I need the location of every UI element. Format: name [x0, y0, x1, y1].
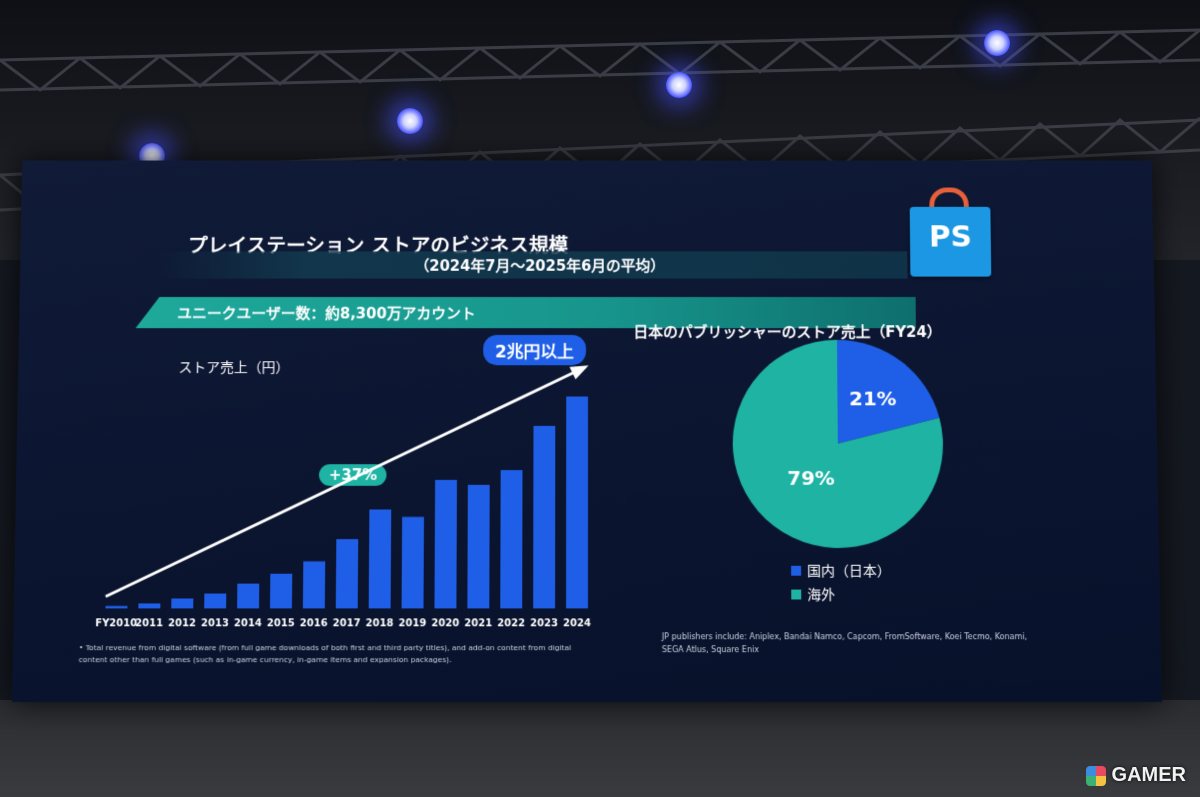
bar-2023 — [533, 426, 555, 609]
x-tick-label: FY2010 — [95, 618, 137, 629]
x-tick-label: 2020 — [431, 618, 459, 629]
x-tick-label: 2024 — [563, 618, 591, 629]
bar-2018 — [369, 509, 392, 608]
stage-light — [984, 30, 1010, 56]
legend-label-domestic: 国内（日本） — [807, 561, 891, 581]
stage-light — [397, 108, 423, 134]
x-tick-label: 2013 — [201, 618, 229, 629]
gamer-watermark: GAMER — [1086, 764, 1186, 787]
store-revenue-bar-chart: FY20102011 2012 2013 2014 2015 2016 2017 2018 20… — [83, 354, 612, 640]
x-tick-label: 2012 — [168, 618, 196, 629]
x-tick-label: 2015 — [267, 618, 295, 629]
bar-2016 — [303, 561, 325, 608]
x-tick-label: 2022 — [497, 618, 525, 629]
stage-light — [666, 72, 692, 98]
trend-arrow-head — [570, 365, 589, 379]
x-tick-label: 2011 — [135, 618, 163, 629]
bar-2017 — [336, 539, 358, 608]
venue-floor — [0, 700, 1200, 797]
footnote-text: Total revenue from digital software (fro… — [79, 643, 572, 664]
bar-2020 — [434, 480, 456, 608]
bar-FY2010 — [105, 606, 127, 608]
bar-2021 — [467, 485, 489, 609]
bar-2012 — [171, 598, 193, 608]
pie-legend: 国内（日本） 海外 — [791, 559, 891, 607]
legend-swatch-domestic — [791, 566, 801, 576]
watermark-text: GAMER — [1112, 764, 1186, 787]
playstation-logo-icon: PS — [910, 220, 991, 254]
unique-users-text: ユニークユーザー数：約8,300万アカウント — [177, 303, 475, 323]
revenue-footnote: • Total revenue from digital software (f… — [79, 642, 598, 666]
slide-subtitle: （2024年7月〜2025年6月の平均） — [414, 255, 665, 275]
bar-2022 — [500, 470, 522, 608]
legend-item-overseas: 海外 — [791, 583, 891, 607]
x-tick-label: 2014 — [234, 618, 262, 629]
publishers-note: JP publishers include: Aniplex, Bandai N… — [662, 630, 1051, 656]
x-tick-label: 2019 — [399, 618, 427, 629]
x-tick-label: 2016 — [300, 618, 328, 629]
pie-value-label: 21% — [849, 387, 897, 410]
presentation-screen: プレイステーション ストアのビジネス規模 （2024年7月〜2025年6月の平均… — [12, 161, 1162, 702]
bar-2014 — [237, 584, 259, 609]
bar-2015 — [270, 574, 292, 609]
legend-item-domestic: 国内（日本） — [791, 559, 891, 583]
bar-2019 — [402, 517, 424, 609]
bar-2011 — [138, 603, 160, 608]
gamer-logo-icon — [1086, 766, 1106, 786]
pie-value-label: 79% — [787, 467, 835, 490]
x-tick-label: 2021 — [464, 618, 492, 629]
bar-2013 — [204, 594, 226, 609]
legend-label-overseas: 海外 — [807, 585, 835, 605]
bar-2024 — [566, 397, 588, 609]
x-tick-label: 2018 — [366, 618, 394, 629]
legend-swatch-overseas — [791, 590, 801, 600]
publisher-share-pie-chart: 21% 79% — [711, 338, 991, 554]
x-tick-label: 2023 — [530, 618, 558, 629]
x-tick-label: 2017 — [333, 618, 361, 629]
